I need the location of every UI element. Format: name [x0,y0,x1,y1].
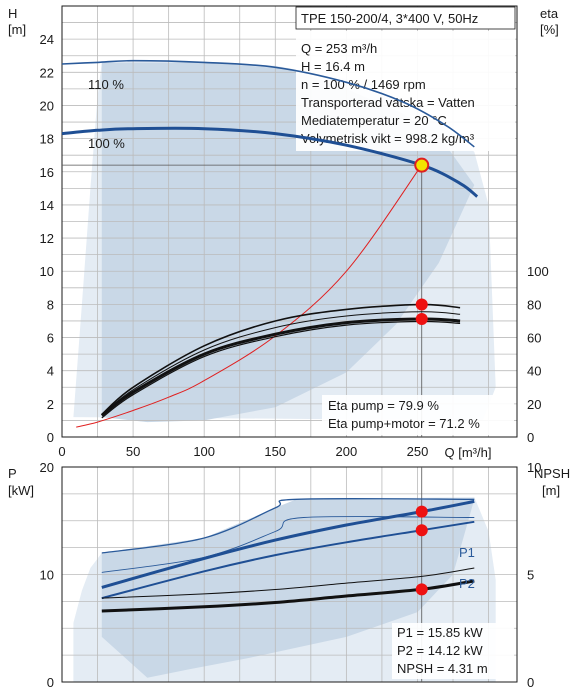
info-line: Volymetrisk vikt = 998.2 kg/m³ [301,131,475,146]
bottom-frame [61,466,518,683]
op-point-eta-pump [415,298,428,311]
eta-panel [322,395,514,435]
info-line: H = 16.4 m [301,59,365,74]
q-tick-label: 250 [407,444,429,459]
curve-p2-110 [101,516,475,573]
op-point-head [414,157,430,173]
bottom-panel: P1 P2 P1 = 15.85 kW P2 = 14.12 kW NPSH =… [8,460,570,690]
chart-title: TPE 150-200/4, 3*400 V, 50Hz [301,11,478,26]
op-point-npsh [415,583,428,596]
speed-label-110: 110 % [88,77,124,92]
curve-h-110 [61,59,475,148]
npsh-readout: NPSH = 4.31 m [397,661,488,676]
eta-tick-label: 0 [527,430,534,445]
p-tick-label: 20 [40,460,54,475]
eta-tick-label: 20 [527,397,541,412]
npsh-tick-label: 10 [527,460,541,475]
info-line: Mediatemperatur = 20 °C [301,113,447,128]
p2-readout: P2 = 14.12 kW [397,643,483,658]
p-tick-label: 10 [40,568,54,583]
p1-curve-label: P1 [459,545,475,560]
p-axis-title: P [8,466,17,481]
top-frame [61,5,518,438]
h-tick-label: 12 [40,231,54,246]
eta-total-readout: Eta pump+motor = 71.2 % [328,416,480,431]
h-tick-label: 6 [47,331,54,346]
top-ticks: 0 50 100 150 200 2500246810121416182022240204… [40,32,549,459]
curve-h-100 [61,126,479,198]
bottom-ticks: 0 10 20 0 5 10 [40,460,542,690]
power-panel [392,623,514,679]
q-tick-label: 100 [193,444,215,459]
h-tick-label: 0 [47,430,54,445]
info-panel [296,31,515,151]
op-point-eta-total [415,312,428,325]
p1-readout: P1 = 15.85 kW [397,625,483,640]
info-lines: Q = 253 m³/h H = 16.4 m n = 100 % / 1469… [301,41,475,146]
eta-tick-label: 60 [527,331,541,346]
curve-npsh-110 [101,567,475,599]
q-tick-label: 200 [336,444,358,459]
speed-label-100: 100 % [88,136,125,151]
p-axis-unit: [kW] [8,483,34,498]
op-point-p1 [415,505,428,518]
top-panel: TPE 150-200/4, 3*400 V, 50Hz Q = 253 m³/… [8,5,559,460]
h-tick-label: 20 [40,98,54,113]
q-tick-label: 150 [264,444,286,459]
q-axis-title: Q [m³/h] [445,445,492,460]
curve-eta-motor [101,311,461,416]
eta-tick-label: 40 [527,364,541,379]
eta-tick-label: 100 [527,264,549,279]
h-axis-unit: [m] [8,22,26,37]
npsh-tick-label: 0 [527,675,534,690]
h-tick-label: 16 [40,165,54,180]
h-tick-label: 10 [40,264,54,279]
npsh-axis-title: NPSH [534,466,570,481]
info-line: Transporterad vätska = Vatten [301,95,475,110]
info-line: n = 100 % / 1469 rpm [301,77,426,92]
h-tick-label: 2 [47,397,54,412]
p2-curve-label: P2 [459,576,475,591]
h-tick-label: 24 [40,32,54,47]
h-tick-label: 22 [40,65,54,80]
eta-axis-unit: [%] [540,22,559,37]
q-tick-label: 50 [126,444,140,459]
h-tick-label: 4 [47,364,54,379]
bottom-op-points [415,505,428,596]
npsh-axis-unit: [m] [542,483,560,498]
h-axis-title: H [8,6,17,21]
h-tick-label: 8 [47,297,54,312]
eta-tick-label: 80 [527,297,541,312]
h-tick-label: 18 [40,132,54,147]
info-line: Q = 253 m³/h [301,41,377,56]
op-point-p2 [415,524,428,537]
h-tick-label: 14 [40,198,54,213]
eta-pump-readout: Eta pump = 79.9 % [328,398,439,413]
q-tick-label: 0 [58,444,65,459]
title-box [295,6,516,30]
system-curve [76,164,423,428]
npsh-tick-label: 5 [527,568,534,583]
top-op-points [414,157,430,325]
curve-p1-110 [101,497,475,554]
eta-axis-title: eta [540,6,559,21]
p-tick-label: 0 [47,675,54,690]
